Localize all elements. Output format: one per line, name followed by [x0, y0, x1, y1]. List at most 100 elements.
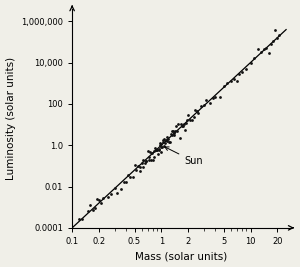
Point — [134, 167, 138, 172]
Point — [125, 173, 130, 177]
Point — [164, 138, 168, 142]
Point — [154, 148, 159, 152]
Point — [172, 133, 177, 138]
Point — [148, 150, 153, 155]
Point — [221, 84, 226, 88]
Point — [132, 163, 137, 167]
Point — [142, 161, 147, 165]
Point — [211, 96, 215, 101]
Point — [177, 136, 182, 140]
Point — [252, 56, 257, 60]
Y-axis label: Luminosity (solar units): Luminosity (solar units) — [6, 57, 16, 180]
Point — [98, 201, 103, 205]
Point — [208, 101, 212, 105]
Point — [154, 147, 158, 152]
Point — [171, 130, 176, 135]
Point — [271, 39, 276, 43]
Point — [158, 150, 163, 155]
Point — [85, 209, 90, 213]
Point — [176, 121, 181, 126]
Point — [94, 197, 99, 201]
Point — [213, 95, 218, 99]
Point — [171, 128, 176, 133]
Point — [258, 50, 263, 54]
Point — [138, 165, 143, 169]
Point — [173, 124, 178, 128]
Point — [77, 217, 82, 222]
Point — [168, 131, 173, 136]
Point — [158, 143, 163, 147]
Point — [190, 118, 194, 122]
Point — [155, 148, 160, 152]
Point — [140, 164, 145, 169]
X-axis label: Mass (solar units): Mass (solar units) — [135, 252, 227, 261]
Point — [167, 140, 172, 144]
Point — [160, 140, 165, 144]
Point — [161, 138, 166, 142]
Point — [147, 158, 152, 163]
Point — [118, 187, 123, 191]
Point — [196, 111, 201, 115]
Point — [194, 109, 199, 113]
Point — [163, 141, 167, 145]
Point — [124, 180, 128, 184]
Point — [141, 158, 146, 163]
Point — [145, 149, 150, 153]
Text: Sun: Sun — [165, 147, 203, 166]
Point — [166, 137, 171, 142]
Point — [191, 115, 196, 119]
Point — [165, 139, 170, 143]
Point — [178, 122, 183, 126]
Point — [122, 180, 126, 184]
Point — [181, 124, 185, 128]
Point — [156, 152, 161, 156]
Point — [97, 198, 101, 202]
Point — [160, 145, 164, 149]
Point — [146, 155, 151, 159]
Point — [128, 175, 133, 179]
Point — [275, 36, 280, 41]
Point — [150, 158, 155, 163]
Point — [255, 47, 260, 51]
Point — [149, 151, 154, 155]
Point — [244, 67, 249, 71]
Point — [217, 95, 222, 99]
Point — [266, 51, 271, 55]
Point — [143, 159, 148, 163]
Point — [112, 185, 117, 190]
Point — [239, 70, 244, 74]
Point — [92, 206, 97, 210]
Point — [105, 195, 110, 199]
Point — [164, 134, 169, 139]
Point — [168, 139, 172, 144]
Point — [100, 195, 105, 200]
Point — [237, 72, 242, 77]
Point — [193, 108, 198, 112]
Point — [115, 191, 120, 195]
Point — [108, 192, 113, 196]
Point — [269, 41, 274, 46]
Point — [172, 129, 177, 134]
Point — [183, 128, 188, 133]
Point — [148, 158, 153, 162]
Point — [159, 142, 164, 146]
Point — [153, 146, 158, 150]
Point — [158, 141, 162, 145]
Point — [170, 133, 175, 138]
Point — [204, 98, 209, 102]
Point — [277, 33, 282, 37]
Point — [273, 28, 278, 32]
Point — [88, 203, 93, 207]
Point — [169, 129, 174, 133]
Point — [234, 78, 239, 83]
Point — [199, 104, 204, 108]
Point — [182, 121, 187, 126]
Point — [90, 207, 95, 212]
Point — [130, 175, 135, 179]
Point — [157, 147, 162, 151]
Point — [228, 79, 233, 83]
Point — [186, 113, 190, 117]
Point — [152, 149, 157, 153]
Point — [156, 148, 161, 153]
Point — [184, 121, 189, 125]
